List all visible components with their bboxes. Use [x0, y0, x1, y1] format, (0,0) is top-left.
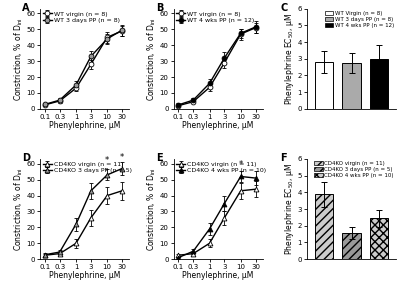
Y-axis label: Constriction, % of D$_\mathregular{ini}$: Constriction, % of D$_\mathregular{ini}$	[146, 167, 158, 251]
Bar	[370, 218, 388, 259]
Text: D: D	[22, 153, 30, 163]
Text: *: *	[120, 153, 124, 162]
Y-axis label: Constriction, % of D$_\mathregular{ini}$: Constriction, % of D$_\mathregular{ini}$	[12, 17, 25, 101]
Y-axis label: Phenylephrine EC$_{50}$, μM: Phenylephrine EC$_{50}$, μM	[283, 13, 296, 105]
Text: *: *	[105, 156, 109, 165]
Bar	[315, 62, 333, 109]
Text: C: C	[280, 3, 288, 13]
X-axis label: Phenylephrine, μM: Phenylephrine, μM	[49, 121, 120, 130]
X-axis label: Phenylephrine, μM: Phenylephrine, μM	[182, 121, 254, 130]
Y-axis label: Constriction, % of D$_\mathregular{ini}$: Constriction, % of D$_\mathregular{ini}$	[146, 17, 158, 101]
X-axis label: Phenylephrine, μM: Phenylephrine, μM	[49, 272, 120, 281]
Bar	[342, 63, 360, 109]
X-axis label: Phenylephrine, μM: Phenylephrine, μM	[182, 272, 254, 281]
Legend: WT virgin (n = 8), WT 4 wks PP (n = 12): WT virgin (n = 8), WT 4 wks PP (n = 12)	[175, 10, 256, 24]
Text: *: *	[238, 160, 243, 168]
Bar	[370, 59, 388, 109]
Y-axis label: Constriction, % of D$_\mathregular{ini}$: Constriction, % of D$_\mathregular{ini}$	[12, 167, 25, 251]
Legend: WT Virgin (n = 8), WT 3 days PP (n = 8), WT 4 wks PP (n = 12): WT Virgin (n = 8), WT 3 days PP (n = 8),…	[324, 10, 395, 29]
Bar	[342, 233, 360, 259]
Text: E: E	[156, 153, 162, 163]
Bar	[315, 194, 333, 259]
Legend: CD4KO virgin (n = 11), CD4KO 3 days PP (n = 5): CD4KO virgin (n = 11), CD4KO 3 days PP (…	[41, 160, 133, 175]
Legend: CD4KO virgin (n = 11), CD4KO 4 wks PP (n = 10): CD4KO virgin (n = 11), CD4KO 4 wks PP (n…	[175, 160, 268, 175]
Text: B: B	[156, 3, 163, 13]
Text: A: A	[22, 3, 30, 13]
Y-axis label: Phenylephrine EC$_{50}$, μM: Phenylephrine EC$_{50}$, μM	[283, 163, 296, 255]
Legend: CD4KO virgin (n = 11), CD4KO 3 days PP (n = 5), CD4KO 4 wks PP (n = 10): CD4KO virgin (n = 11), CD4KO 3 days PP (…	[313, 160, 395, 179]
Text: F: F	[280, 153, 287, 163]
Legend: WT virgin (n = 8), WT 3 days PP (n = 8): WT virgin (n = 8), WT 3 days PP (n = 8)	[41, 10, 121, 24]
